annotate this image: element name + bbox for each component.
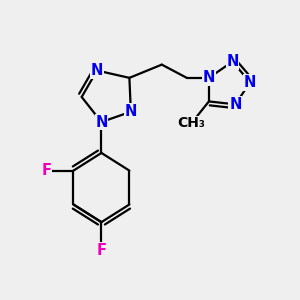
Text: F: F [96, 243, 106, 258]
Text: CH₃: CH₃ [177, 116, 205, 130]
Text: N: N [226, 54, 238, 69]
Text: N: N [125, 104, 137, 119]
Text: N: N [91, 63, 103, 78]
Text: N: N [95, 115, 108, 130]
Text: N: N [229, 97, 242, 112]
Text: N: N [244, 75, 256, 90]
Text: N: N [203, 70, 215, 86]
Text: F: F [41, 163, 51, 178]
